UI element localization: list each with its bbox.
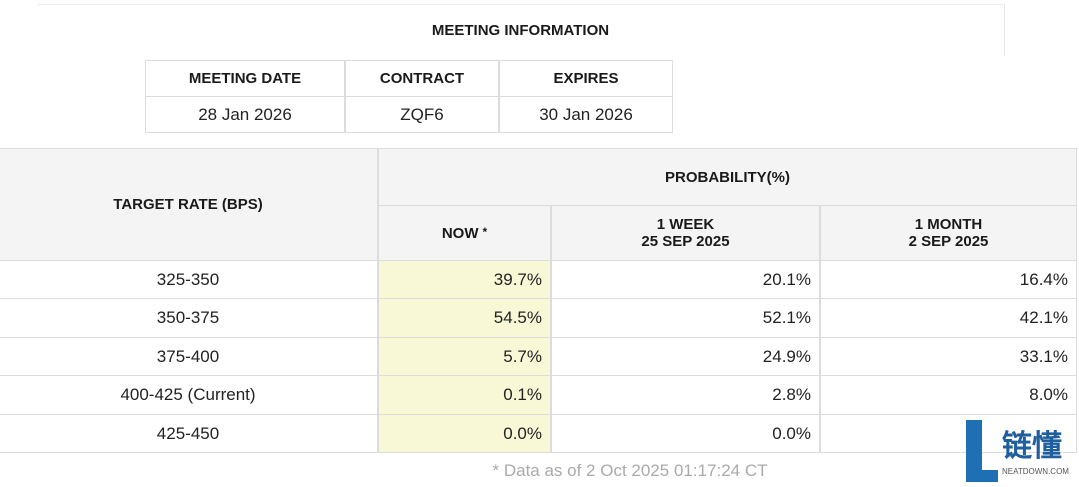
probability-cell: 2.8%	[551, 375, 820, 415]
meeting-cell: 30 Jan 2026	[499, 96, 673, 133]
watermark-site: NEATDOWN.COM	[1002, 467, 1069, 476]
column-label: 1 WEEK	[656, 216, 715, 233]
probability-cell: 0.0%	[551, 414, 820, 453]
probability-cell: 0.1%	[378, 375, 551, 415]
meeting-title: MEETING INFORMATION	[37, 4, 1005, 56]
meeting-header: CONTRACT	[345, 60, 499, 97]
probability-cell: 39.7%	[378, 260, 551, 299]
column-note: *	[482, 224, 488, 239]
column-header: 1 WEEK 25 SEP 2025	[551, 205, 820, 261]
meeting-cell: ZQF6	[345, 96, 499, 133]
column-label-line: NOW *	[442, 225, 487, 242]
meeting-header: MEETING DATE	[145, 60, 345, 97]
probability-cell: 52.1%	[551, 298, 820, 338]
probability-cell: 8.0%	[820, 375, 1077, 415]
probability-cell: 20.1%	[551, 260, 820, 299]
group-header: PROBABILITY(%)	[378, 148, 1077, 206]
column-header: 1 MONTH 2 SEP 2025	[820, 205, 1077, 261]
rate-cell: 400-425 (Current)	[0, 375, 378, 415]
watermark-logo	[966, 420, 998, 482]
meeting-header: EXPIRES	[499, 60, 673, 97]
column-label: NOW	[441, 224, 479, 242]
column-date: 25 SEP 2025	[641, 233, 730, 250]
footnote: * Data as of 2 Oct 2025 01:17:24 CT	[492, 461, 768, 480]
watermark: 链懂 NEATDOWN.COM	[966, 420, 1069, 482]
row-header: TARGET RATE (BPS)	[0, 148, 378, 261]
probability-cell: 54.5%	[378, 298, 551, 338]
probability-cell: 33.1%	[820, 337, 1077, 376]
probability-cell: 16.4%	[820, 260, 1077, 299]
column-label: 1 MONTH	[914, 216, 983, 233]
rate-cell: 325-350	[0, 260, 378, 299]
probability-cell: 5.7%	[378, 337, 551, 376]
rate-cell: 350-375	[0, 298, 378, 338]
column-header: NOW *	[378, 205, 551, 261]
probability-cell: 42.1%	[820, 298, 1077, 338]
rate-cell: 425-450	[0, 414, 378, 453]
rate-cell: 375-400	[0, 337, 378, 376]
column-date: 2 SEP 2025	[908, 233, 989, 250]
watermark-brand: 链懂	[1002, 429, 1062, 464]
probability-cell: 24.9%	[551, 337, 820, 376]
meeting-cell: 28 Jan 2026	[145, 96, 345, 133]
probability-cell: 0.0%	[378, 414, 551, 453]
